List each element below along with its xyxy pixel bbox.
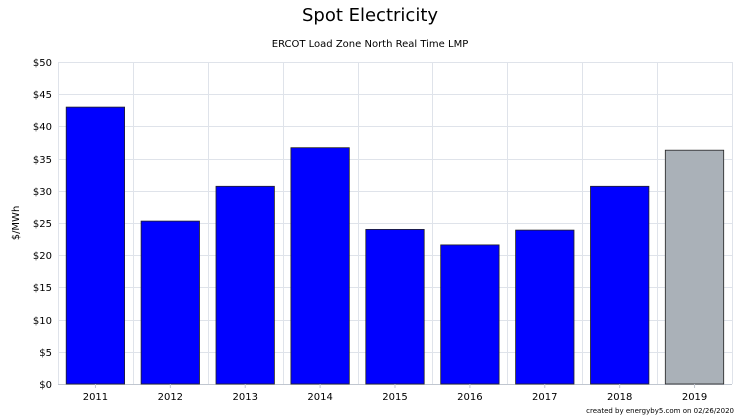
bar-2019 xyxy=(664,149,725,385)
x-tick-label: 2015 xyxy=(382,392,407,403)
y-tick-label: $25 xyxy=(33,219,52,230)
y-tick-label: $5 xyxy=(39,348,52,359)
bar-2016 xyxy=(440,244,500,385)
x-tick-label: 2016 xyxy=(457,392,482,403)
y-tick-label: $50 xyxy=(33,58,52,69)
y-tick-label: $15 xyxy=(33,283,52,294)
bar-2014 xyxy=(290,147,350,385)
y-tick-label: $10 xyxy=(33,316,52,327)
x-tick-label: 2017 xyxy=(532,392,557,403)
bar-2013 xyxy=(215,185,275,385)
x-tick-label: 2013 xyxy=(232,392,257,403)
bar-2017 xyxy=(515,229,575,385)
bar-2011 xyxy=(65,106,125,385)
y-axis-label: $/MWh xyxy=(11,206,22,241)
plot-area: $0 $5 $10 $15 $20 $25 $30 $35 $40 $45 $50 2011 2012 2… xyxy=(33,58,733,403)
y-tick-label: $30 xyxy=(33,187,52,198)
bar-2015 xyxy=(365,228,425,385)
x-tick-label: 2014 xyxy=(307,392,332,403)
chart-title: Spot Electricity xyxy=(302,5,438,26)
x-tick-label: 2011 xyxy=(83,392,108,403)
x-tick-label: 2012 xyxy=(158,392,183,403)
y-tick-label: $40 xyxy=(33,122,52,133)
x-tick-label: 2019 xyxy=(682,392,707,403)
x-tick-label: 2018 xyxy=(607,392,632,403)
y-tick-label: $45 xyxy=(33,90,52,101)
y-tick-label: $0 xyxy=(39,380,52,391)
bar-2018 xyxy=(590,185,650,385)
y-tick-label: $20 xyxy=(33,251,52,262)
y-tick-label: $35 xyxy=(33,155,52,166)
chart-subtitle: ERCOT Load Zone North Real Time LMP xyxy=(272,39,468,50)
bar-2012 xyxy=(140,220,200,385)
credits-text: created by energyby5.com on 02/26/2020 xyxy=(586,407,734,415)
